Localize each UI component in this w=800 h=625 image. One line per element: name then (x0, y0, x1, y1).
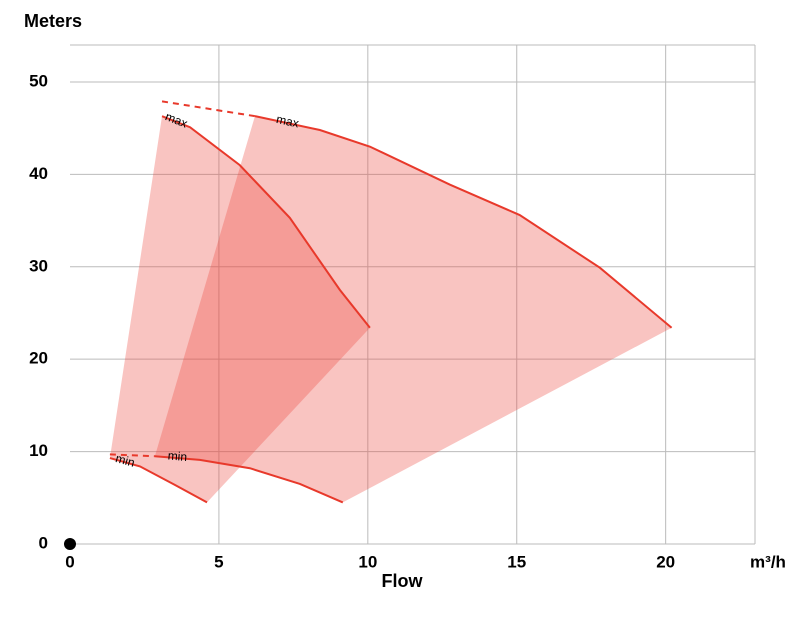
y-axis-title: Meters (24, 11, 82, 31)
x-unit: m³/h (750, 552, 786, 571)
dashed-extension (109, 453, 155, 458)
x-tick-label: 5 (214, 552, 223, 571)
x-axis-title: Flow (382, 571, 424, 591)
min-curve (109, 457, 208, 504)
x-tick-label: 0 (65, 552, 74, 571)
min-curve (154, 455, 344, 504)
y-tick-label: 0 (39, 533, 48, 552)
x-tick-label: 15 (507, 552, 526, 571)
dashed-extension (161, 100, 256, 118)
y-tick-label: 50 (29, 71, 48, 90)
y-tick-label: 40 (29, 164, 48, 183)
y-tick-label: 10 (29, 441, 48, 460)
origin-dot (64, 538, 76, 550)
operating-region (109, 116, 370, 503)
curve-label: max (275, 112, 300, 130)
y-tick-label: 20 (29, 349, 48, 368)
max-curve (254, 115, 673, 329)
x-tick-label: 20 (656, 552, 675, 571)
curve-label: min (114, 451, 136, 470)
x-tick-label: 10 (358, 552, 377, 571)
y-tick-label: 30 (29, 256, 48, 275)
curve-label: min (167, 448, 187, 464)
max-curve (161, 115, 371, 329)
